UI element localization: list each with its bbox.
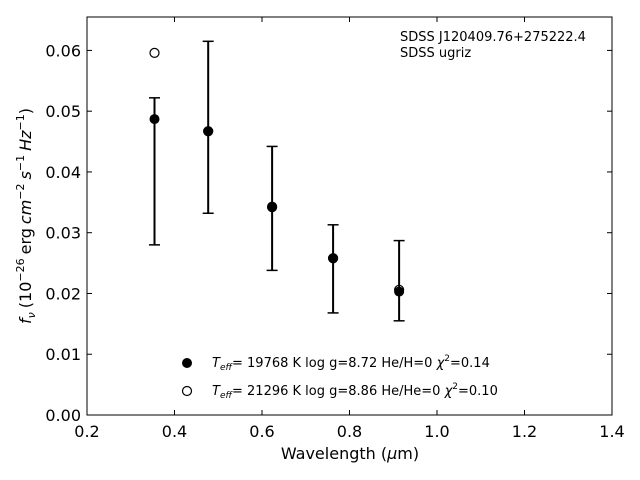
model-point-open xyxy=(203,126,214,137)
plot-area xyxy=(86,16,613,416)
x-tick-label: 0.6 xyxy=(249,422,274,441)
x-tick-label: 1.2 xyxy=(512,422,537,441)
legend-entry-1: Teff= 19768 K log g=8.72 He/H=0 χ2=0.14 xyxy=(212,354,490,373)
object-name-annotation: SDSS J120409.76+275222.4 xyxy=(400,30,586,45)
model-point-filled xyxy=(149,114,160,125)
x-tick-label: 1.4 xyxy=(599,422,624,441)
x-axis-label: Wavelength (µm) xyxy=(281,444,419,463)
model-point-open xyxy=(267,202,278,213)
legend-marker-open xyxy=(181,385,193,397)
model-point-open xyxy=(394,284,405,295)
filter-set-annotation: SDSS ugriz xyxy=(400,46,471,61)
y-tick-label: 0.04 xyxy=(45,163,81,182)
legend: Teff= 19768 K log g=8.72 He/H=0 χ2=0.14 … xyxy=(181,354,498,401)
x-axis: 0.2 0.4 0.6 0.8 1.0 1.2 1.4 xyxy=(74,17,625,441)
legend-marker-filled xyxy=(182,358,192,368)
y-axis: 0.00 0.01 0.02 0.03 0.04 0.05 0.06 xyxy=(45,41,612,425)
legend-entry-2: Teff= 21296 K log g=8.86 He/He=0 χ2=0.10 xyxy=(212,382,498,401)
x-tick-label: 0.8 xyxy=(337,422,362,441)
y-tick-label: 0.03 xyxy=(45,224,81,243)
y-tick-label: 0.06 xyxy=(45,41,81,60)
data-markers xyxy=(149,47,405,297)
model-point-open xyxy=(327,253,339,264)
x-tick-label: 1.0 xyxy=(424,422,449,441)
x-tick-label: 0.4 xyxy=(162,422,187,441)
y-tick-label: 0.05 xyxy=(45,102,81,121)
model-point-open xyxy=(149,47,160,58)
y-tick-label: 0.00 xyxy=(45,406,81,425)
y-tick-label: 0.01 xyxy=(45,345,81,364)
x-tick-label: 0.2 xyxy=(74,422,99,441)
y-axis-label: fν(10−26ergcm−2s−1Hz−1) xyxy=(14,108,38,324)
y-tick-label: 0.02 xyxy=(45,284,81,303)
